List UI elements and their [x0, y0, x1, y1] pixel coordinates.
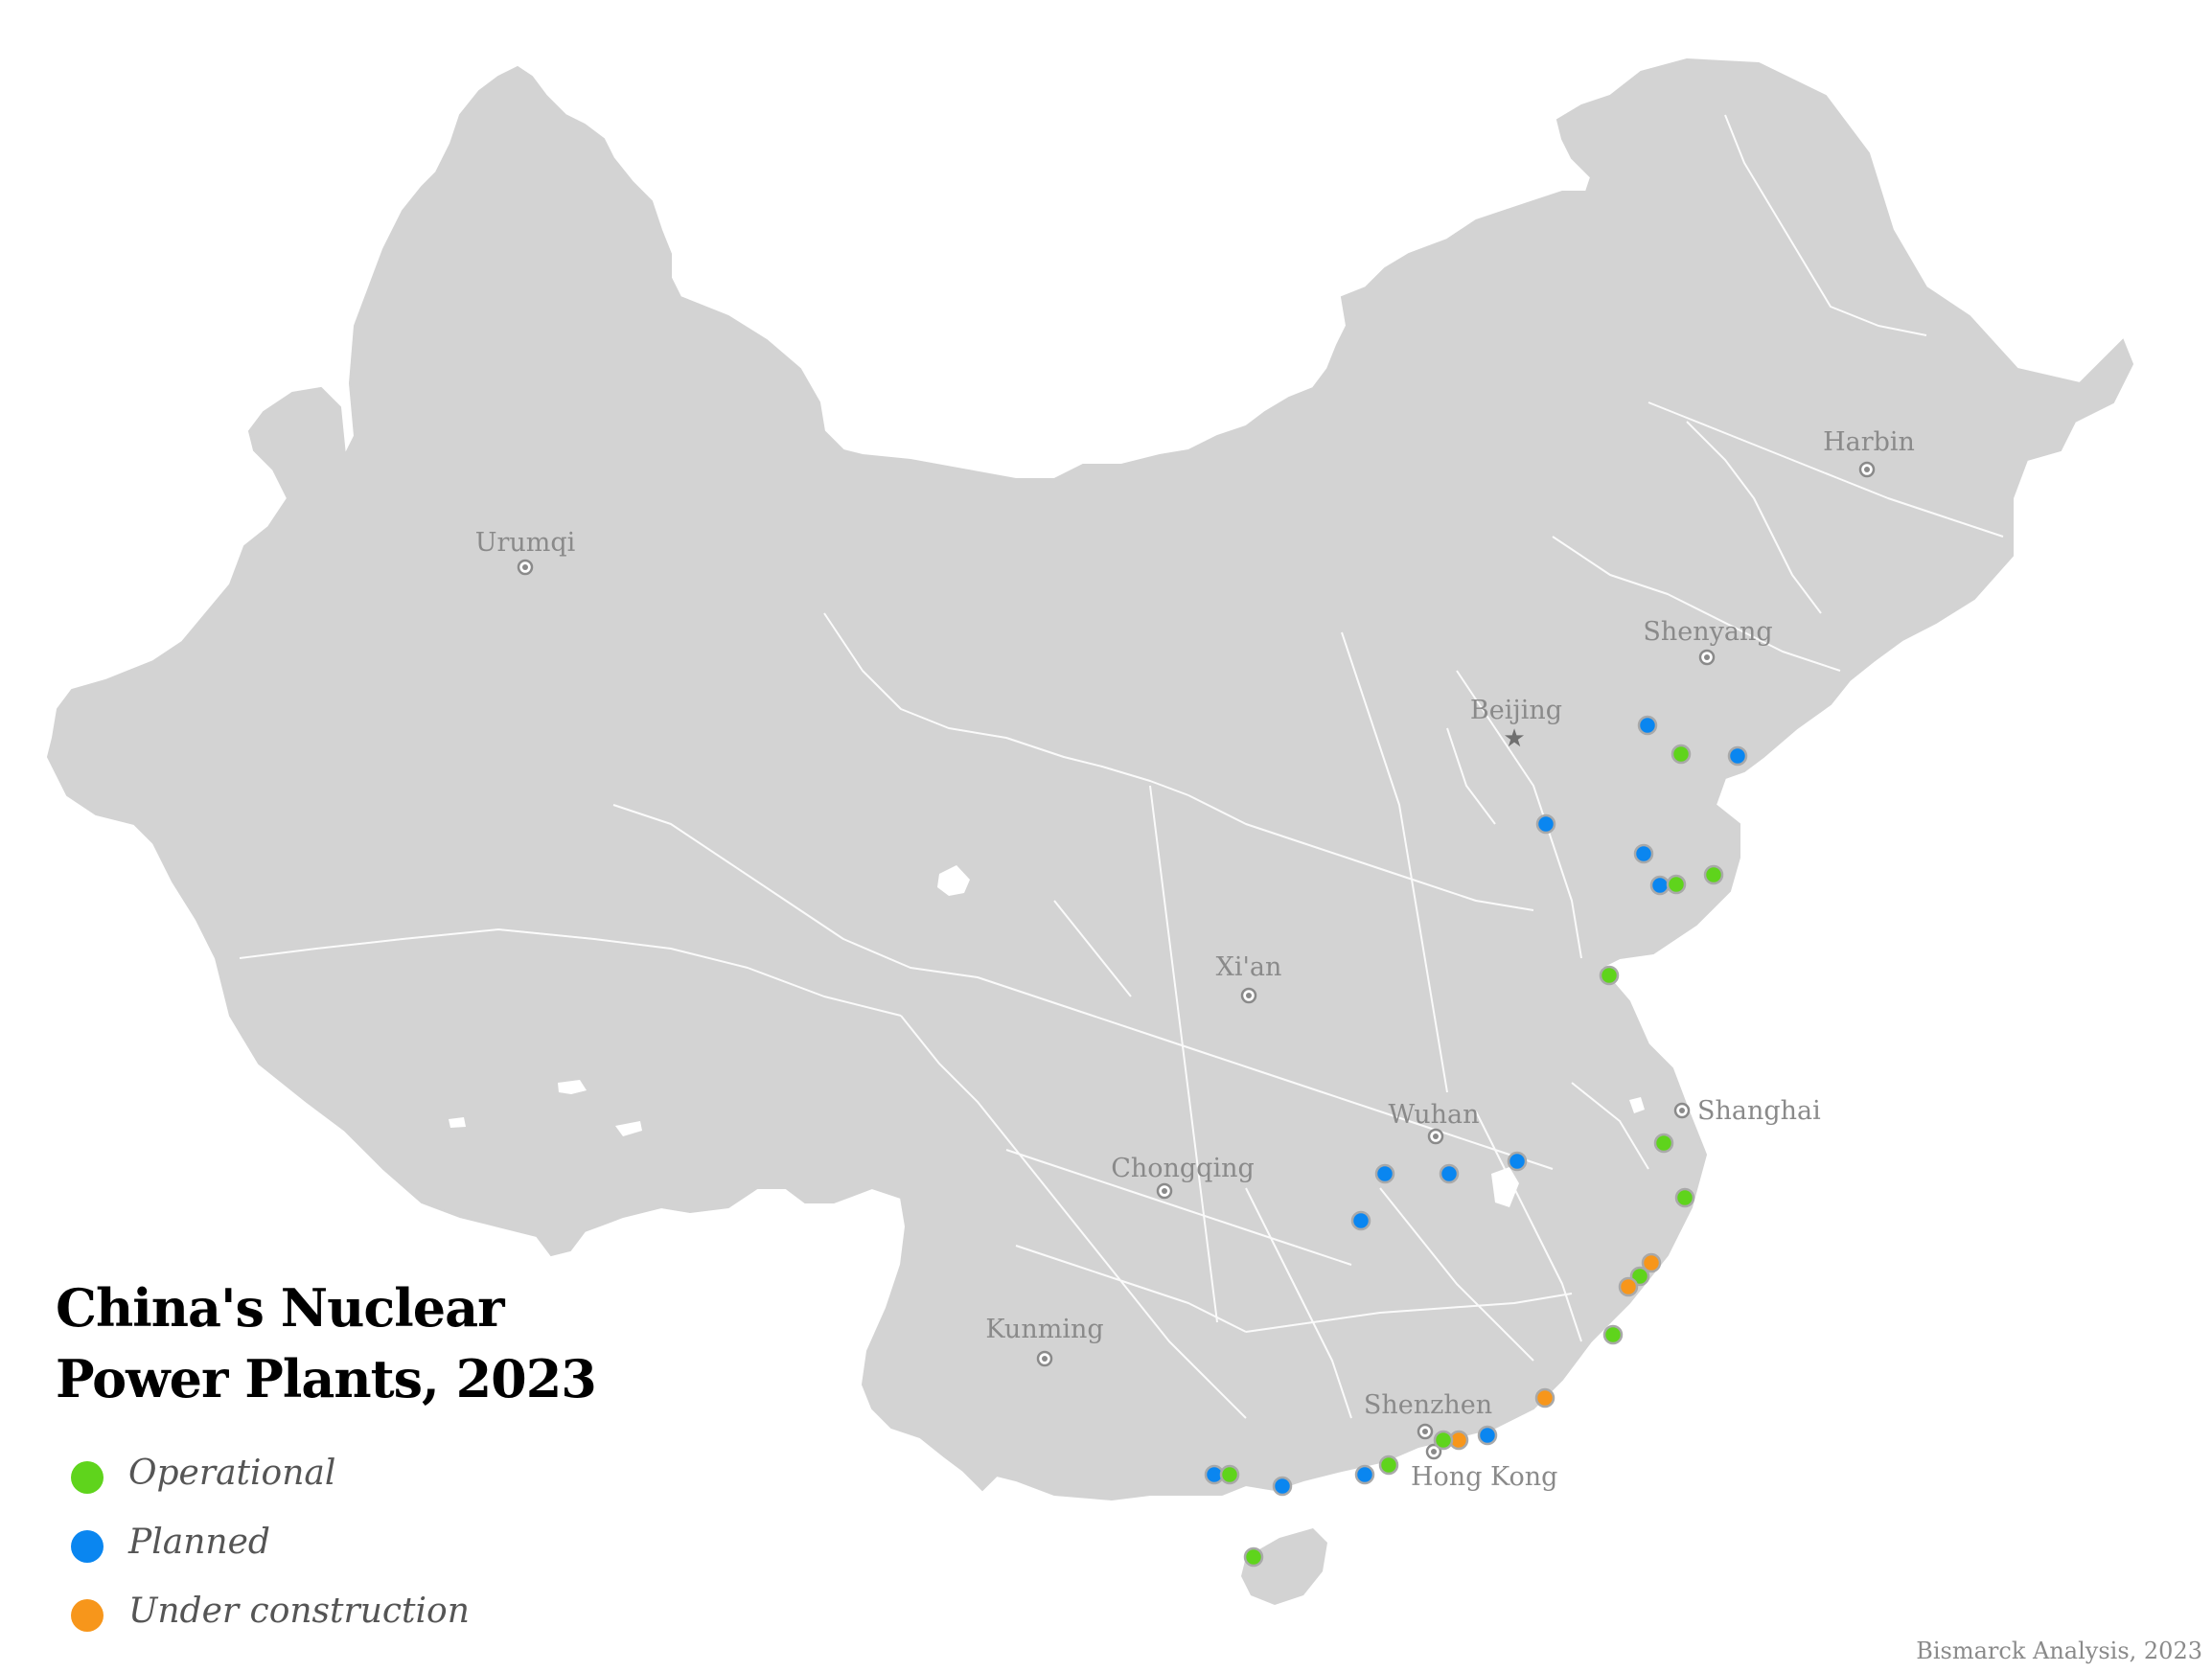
capital-star-icon: ★: [1503, 724, 1525, 753]
china-landmass: [46, 57, 2134, 1501]
plant-marker-under-construction: [1618, 1276, 1639, 1297]
title-line-2: Power Plants, 2023: [56, 1348, 597, 1409]
plant-marker-planned: [1507, 1151, 1528, 1172]
city-markers: Urumqi Harbin Shenyang ★Beijing Xi'an Shangha…: [475, 427, 1915, 1492]
legend-label: Planned: [128, 1523, 270, 1562]
plant-marker-operational: [1671, 744, 1692, 765]
city-beijing: ★Beijing: [1470, 696, 1562, 753]
plant-marker-operational: [1219, 1464, 1240, 1485]
city-dot-center: [1433, 1134, 1439, 1139]
city-label: Shenzhen: [1364, 1390, 1492, 1420]
plant-marker-planned: [1477, 1425, 1498, 1446]
title-line-1: China's Nuclear: [56, 1277, 505, 1339]
city-label: Beijing: [1470, 696, 1562, 725]
plant-marker-planned: [1535, 813, 1556, 835]
city-chongqing: Chongqing: [1111, 1154, 1255, 1200]
plant-marker-operational: [1602, 1324, 1624, 1345]
plant-marker-planned: [1354, 1464, 1375, 1485]
operational-dot-icon: [71, 1461, 104, 1494]
taihu-lake: [1629, 1097, 1645, 1113]
plant-marker-planned: [1350, 1210, 1371, 1231]
tibet-lake-2: [615, 1121, 642, 1136]
plant-marker-operational: [1653, 1133, 1674, 1154]
city-wuhan: Wuhan: [1389, 1100, 1480, 1145]
plant-marker-operational: [1243, 1546, 1264, 1568]
under-construction-dot-icon: [71, 1599, 104, 1632]
legend-label: Under construction: [128, 1592, 470, 1631]
plant-marker-operational: [1666, 874, 1687, 895]
qinghai-lake: [937, 865, 970, 896]
city-dot-center: [1422, 1429, 1428, 1434]
city-label: Urumqi: [475, 528, 576, 558]
city-dot-center: [1042, 1356, 1048, 1362]
plant-markers: [1204, 715, 1748, 1568]
city-dot-center: [1246, 993, 1252, 998]
plant-marker-planned: [1374, 1163, 1395, 1184]
city-label: Harbin: [1823, 427, 1915, 457]
city-label: Shenyang: [1643, 617, 1772, 647]
plant-marker-operational: [1599, 965, 1620, 986]
plant-marker-planned: [1637, 715, 1658, 736]
plant-marker-planned: [1727, 745, 1748, 767]
plant-marker-operational: [1433, 1430, 1454, 1451]
city-xi-an: Xi'an: [1216, 952, 1282, 1004]
plant-marker-operational: [1378, 1454, 1399, 1476]
plant-marker-operational: [1703, 864, 1724, 885]
city-dot-center: [522, 564, 528, 570]
plant-marker-operational: [1674, 1187, 1695, 1208]
tibet-lake-1: [558, 1080, 587, 1094]
dongting-lake: [1491, 1167, 1519, 1207]
city-shanghai: Shanghai: [1673, 1096, 1821, 1126]
plant-marker-planned: [1272, 1476, 1293, 1497]
plant-marker-under-construction: [1534, 1387, 1555, 1409]
city-dot-center: [1162, 1188, 1167, 1194]
hainan-island: [1241, 1528, 1327, 1605]
plant-marker-planned: [1439, 1163, 1460, 1184]
city-label: Shanghai: [1697, 1096, 1821, 1126]
lakes: [449, 865, 1645, 1207]
city-dot-center: [1431, 1449, 1437, 1454]
plant-marker-under-construction: [1641, 1252, 1662, 1273]
map-title: China's Nuclear Power Plants, 2023: [56, 1272, 597, 1414]
city-label: Xi'an: [1216, 952, 1282, 982]
city-label: Wuhan: [1389, 1100, 1480, 1130]
plant-marker-planned: [1633, 843, 1654, 864]
city-label: Kunming: [985, 1315, 1103, 1344]
city-hong-kong: Hong Kong: [1411, 1443, 1557, 1492]
city-harbin: Harbin: [1823, 427, 1915, 478]
province-borders: [239, 114, 2004, 1419]
city-kunming: Kunming: [985, 1315, 1104, 1367]
city-urumqi: Urumqi: [475, 528, 576, 576]
plant-marker-planned: [1649, 875, 1671, 896]
city-dot-center: [1679, 1108, 1685, 1113]
city-label: Hong Kong: [1411, 1462, 1557, 1492]
city-dot-center: [1864, 467, 1870, 472]
tibet-lake-3: [449, 1117, 466, 1128]
city-label: Chongqing: [1111, 1154, 1255, 1183]
city-shenyang: Shenyang: [1643, 617, 1773, 666]
legend-label: Operational: [128, 1454, 336, 1493]
source-credit: Bismarck Analysis, 2023: [1916, 1638, 2202, 1664]
city-dot-center: [1704, 654, 1710, 660]
city-shenzhen: Shenzhen: [1364, 1390, 1492, 1440]
planned-dot-icon: [71, 1530, 104, 1563]
